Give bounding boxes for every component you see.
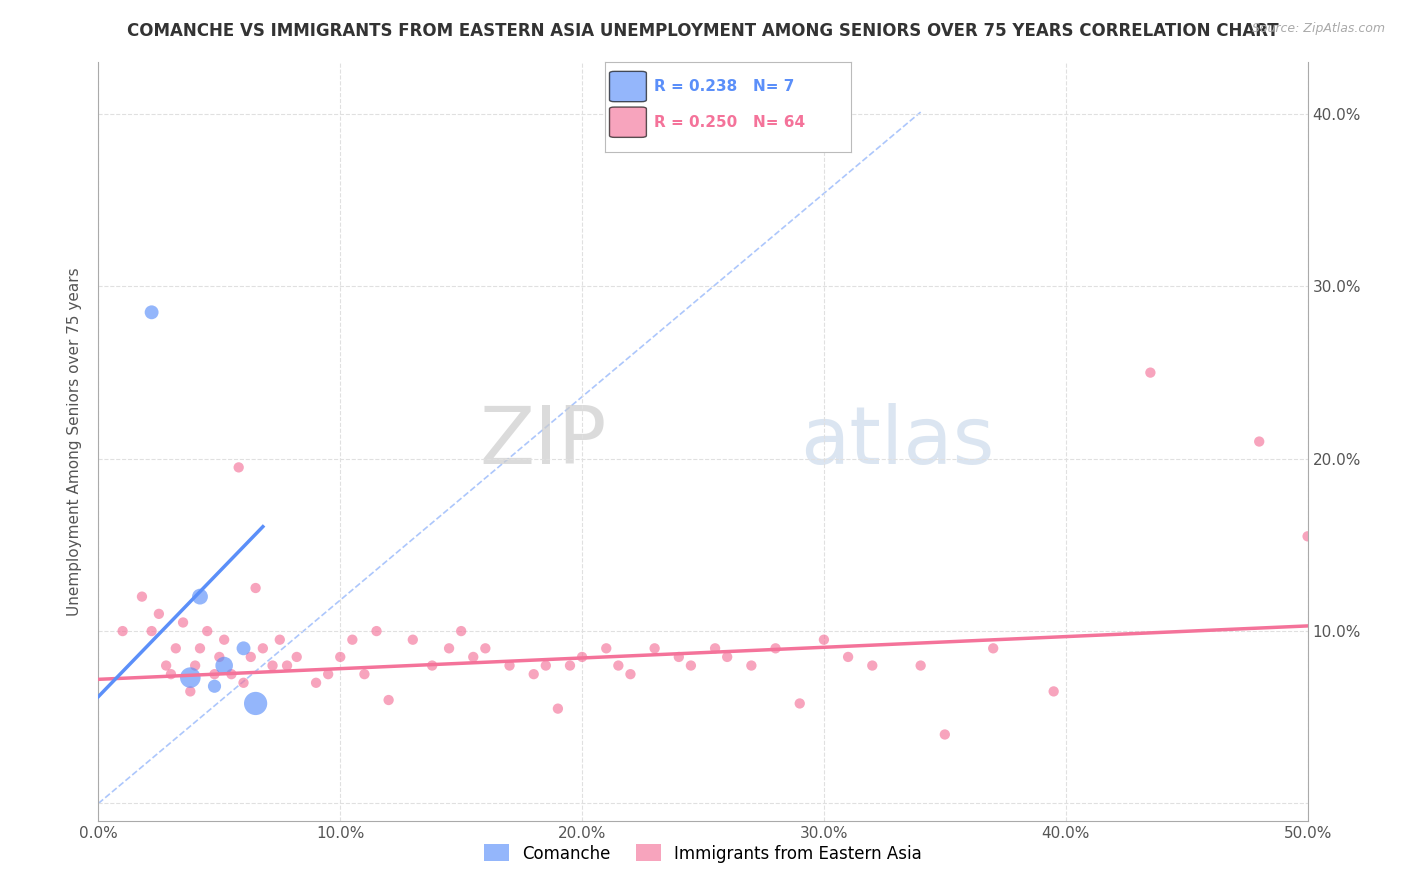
Point: [474, 641, 496, 656]
Text: ZIP: ZIP: [479, 402, 606, 481]
Point: [188, 590, 211, 604]
Point: [704, 641, 727, 656]
Text: R = 0.250   N= 64: R = 0.250 N= 64: [654, 115, 804, 129]
Text: R = 0.238   N= 7: R = 0.238 N= 7: [654, 79, 794, 94]
Point: [558, 658, 581, 673]
Point: [285, 649, 308, 664]
Point: [377, 693, 399, 707]
Point: [141, 305, 163, 319]
Point: [179, 684, 201, 698]
Point: [269, 632, 291, 647]
Point: [668, 649, 690, 664]
Point: [208, 649, 231, 664]
Y-axis label: Unemployment Among Seniors over 75 years: Unemployment Among Seniors over 75 years: [67, 268, 83, 615]
Point: [366, 624, 388, 639]
Point: [679, 658, 702, 673]
Point: [212, 658, 235, 673]
Point: [450, 624, 472, 639]
Point: [420, 658, 443, 673]
Point: [353, 667, 375, 681]
Point: [245, 581, 267, 595]
Point: [329, 649, 352, 664]
Point: [148, 607, 170, 621]
Point: [141, 624, 163, 639]
Legend: Comanche, Immigrants from Eastern Asia: Comanche, Immigrants from Eastern Asia: [478, 838, 928, 869]
Point: [463, 649, 485, 664]
Point: [165, 641, 187, 656]
Point: [239, 649, 262, 664]
Point: [740, 658, 762, 673]
Point: [184, 658, 207, 673]
Point: [789, 697, 811, 711]
Point: [523, 667, 546, 681]
Point: [813, 632, 835, 647]
Point: [316, 667, 339, 681]
Point: [155, 658, 177, 673]
FancyBboxPatch shape: [610, 71, 647, 102]
FancyBboxPatch shape: [610, 107, 647, 137]
Point: [534, 658, 557, 673]
Point: [252, 641, 274, 656]
Point: [644, 641, 666, 656]
Point: [131, 590, 153, 604]
Point: [1042, 684, 1064, 698]
Point: [934, 727, 956, 741]
Point: [860, 658, 883, 673]
Point: [1249, 434, 1271, 449]
Point: [232, 641, 254, 656]
Point: [716, 649, 738, 664]
Point: [547, 701, 569, 715]
Text: COMANCHE VS IMMIGRANTS FROM EASTERN ASIA UNEMPLOYMENT AMONG SENIORS OVER 75 YEAR: COMANCHE VS IMMIGRANTS FROM EASTERN ASIA…: [127, 22, 1279, 40]
Point: [607, 658, 630, 673]
Point: [160, 667, 183, 681]
Point: [172, 615, 194, 630]
Point: [498, 658, 520, 673]
Point: [765, 641, 787, 656]
Point: [910, 658, 932, 673]
Point: [195, 624, 218, 639]
Point: [981, 641, 1004, 656]
Point: [402, 632, 425, 647]
Point: [276, 658, 298, 673]
Point: [1139, 366, 1161, 380]
Point: [204, 667, 226, 681]
Point: [437, 641, 460, 656]
Point: [232, 675, 254, 690]
Point: [595, 641, 617, 656]
Point: [188, 641, 211, 656]
Point: [212, 632, 235, 647]
Text: atlas: atlas: [800, 402, 994, 481]
Point: [221, 667, 243, 681]
Point: [619, 667, 641, 681]
Point: [245, 697, 267, 711]
Point: [571, 649, 593, 664]
Point: [1296, 529, 1319, 543]
Text: Source: ZipAtlas.com: Source: ZipAtlas.com: [1251, 22, 1385, 36]
Point: [228, 460, 250, 475]
Point: [262, 658, 284, 673]
Point: [837, 649, 859, 664]
Point: [179, 671, 201, 685]
Point: [342, 632, 364, 647]
Point: [305, 675, 328, 690]
Point: [204, 679, 226, 693]
Point: [111, 624, 134, 639]
